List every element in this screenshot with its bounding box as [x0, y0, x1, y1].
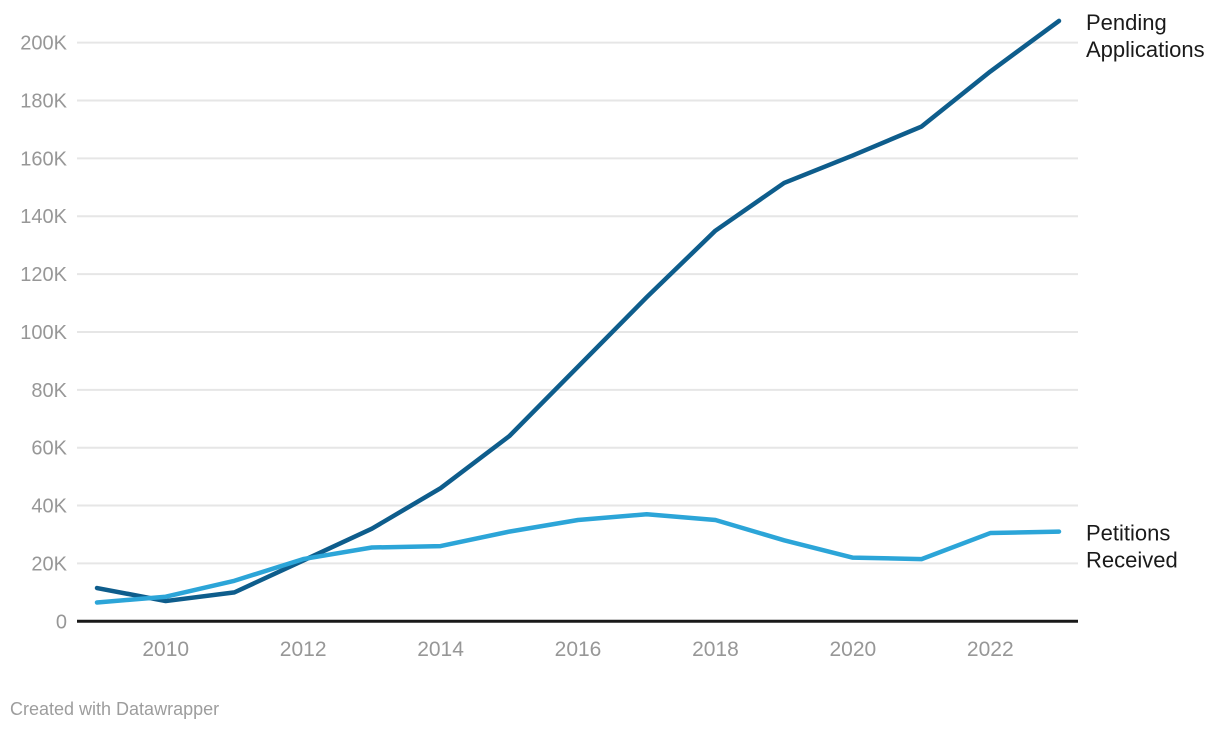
y-axis-tick-label: 160K [20, 148, 67, 170]
y-axis-tick-label: 140K [20, 206, 67, 228]
y-axis-tick-label: 40K [31, 496, 67, 518]
y-axis-tick-label: 0 [56, 611, 67, 633]
x-axis-tick-label: 2012 [280, 638, 327, 661]
y-axis-tick-label: 200K [20, 33, 67, 55]
y-axis-tick-label: 120K [20, 264, 67, 286]
y-axis-tick-label: 60K [31, 438, 67, 460]
x-axis-tick-label: 2016 [555, 638, 602, 661]
x-axis-tick-label: 2014 [417, 638, 464, 661]
series-line-pending-applications [94, 18, 1062, 604]
x-axis-tick-label: 2010 [142, 638, 189, 661]
series-label-pending-applications: Pending Applications [1086, 10, 1205, 62]
datawrapper-attribution[interactable]: Created with Datawrapper [10, 699, 220, 719]
series-label-petitions-received: Petitions Received [1086, 521, 1178, 573]
y-axis-tick-label: 100K [20, 322, 67, 344]
x-axis-tick-label: 2022 [967, 638, 1014, 661]
y-axis-tick-label: 20K [31, 553, 67, 575]
line-chart: 0 20K 40K 60K 80K 100K 120K 140K 160K 180K 200K 201… [20, 10, 1205, 661]
x-axis-tick-label: 2020 [829, 638, 876, 661]
y-axis-tick-label: 80K [31, 380, 67, 402]
series-line-petitions-received [94, 511, 1062, 605]
y-axis-tick-label: 180K [20, 90, 67, 112]
x-axis-tick-label: 2018 [692, 638, 739, 661]
